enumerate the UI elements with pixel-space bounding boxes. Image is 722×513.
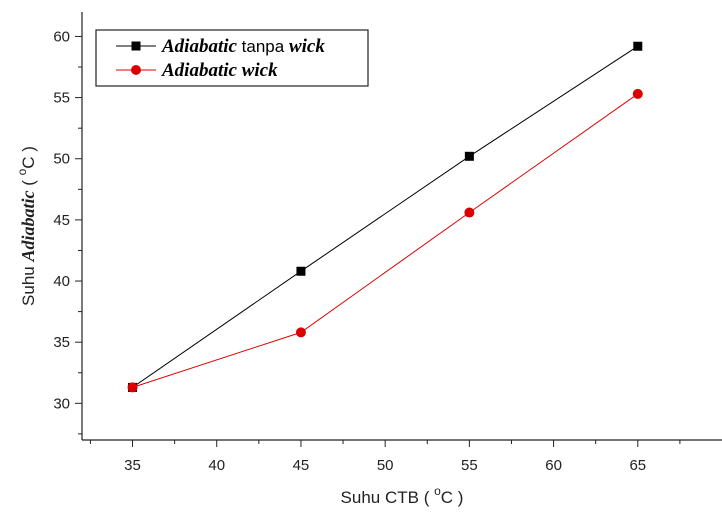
series-line-tanpa-wick — [132, 45, 639, 388]
data-point-wick — [464, 207, 475, 218]
y-tick-label: 60 — [53, 28, 70, 45]
x-tick-label: 35 — [124, 457, 141, 474]
data-point-tanpa-wick — [633, 41, 643, 51]
data-point-tanpa-wick — [464, 151, 474, 161]
series-tanpa-wick — [128, 41, 643, 392]
legend-label: Adiabatic wick — [161, 60, 278, 81]
y-tick-label: 35 — [53, 334, 70, 351]
legend-label-part: Adiabatic — [161, 60, 238, 81]
x-tick-label: 60 — [545, 457, 562, 474]
legend-label-part: Adiabatic — [161, 36, 238, 57]
y-axis-title: Suhu Adiabatic ( oC ) — [15, 146, 38, 306]
axis-titles: Suhu CTB ( oC ) Suhu Adiabatic ( oC ) — [15, 146, 463, 507]
series-layer — [127, 41, 643, 393]
y-tick-label: 55 — [53, 90, 70, 107]
legend-marker-circle — [131, 65, 141, 75]
legend-label-part: wick — [242, 60, 278, 81]
legend-label-part: wick — [289, 36, 325, 57]
data-point-tanpa-wick — [296, 266, 306, 276]
legend-box — [95, 29, 369, 87]
data-point-wick — [127, 382, 138, 393]
y-tick-label: 45 — [53, 212, 70, 229]
x-tick-label: 50 — [377, 457, 394, 474]
axes — [81, 12, 722, 441]
tick-marks: 35 40 45 50 55 60 65 30 35 40 45 50 55 60 — [53, 28, 681, 474]
y-tick-label: 30 — [53, 395, 70, 412]
x-axis-title: Suhu CTB ( oC ) — [341, 484, 464, 507]
y-tick-label: 40 — [53, 273, 70, 290]
x-tick-label: 55 — [461, 457, 478, 474]
x-tick-label: 40 — [208, 457, 225, 474]
series-wick — [127, 88, 643, 393]
x-tick-label: 65 — [629, 457, 646, 474]
data-point-wick — [295, 327, 306, 338]
x-tick-label: 45 — [293, 457, 310, 474]
legend-marker-square — [131, 41, 141, 51]
series-line-wick — [132, 93, 639, 388]
legend-label-part: tanpa — [237, 37, 289, 56]
legend-label: Adiabatic tanpa wick — [161, 36, 325, 57]
y-tick-label: 50 — [53, 151, 70, 168]
data-point-wick — [632, 88, 643, 99]
